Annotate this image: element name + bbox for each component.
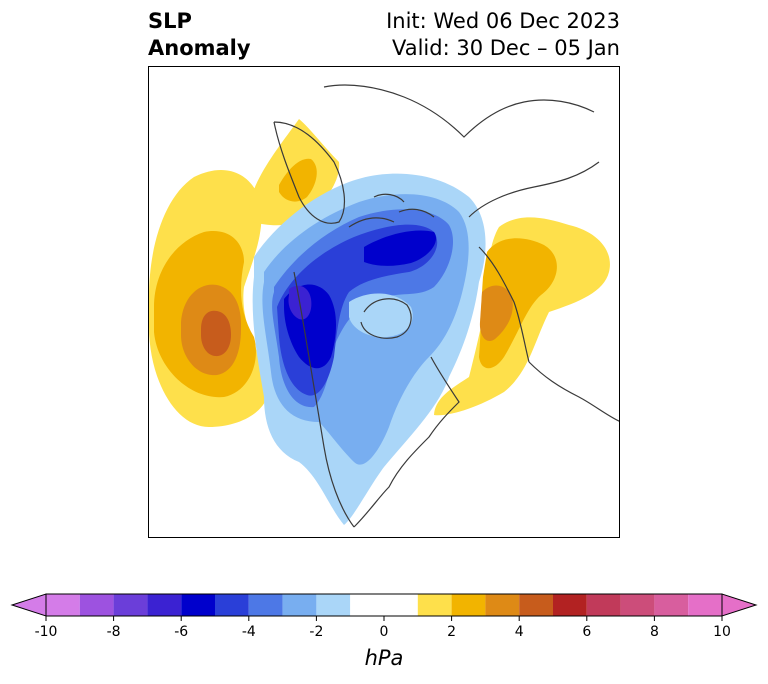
colorbar-swatch [417,594,452,616]
colorbar-swatch [79,594,114,616]
colorbar-swatch [553,594,587,616]
date-info: Init: Wed 06 Dec 2023 Valid: 30 Dec – 05… [386,8,620,62]
colorbar-swatch [350,594,418,616]
colorbar-swatch [519,594,553,616]
colorbar-swatch [181,594,215,616]
arctic-low-core [364,230,437,266]
colorbar-tick-label: 4 [515,624,524,640]
colorbar-swatch [688,594,722,616]
arctic-islands [348,193,435,228]
colorbar-swatch [451,594,486,616]
colorbar-swatch [282,594,317,616]
colorbar-tick-label: -8 [107,624,121,640]
init-date: Init: Wed 06 Dec 2023 [386,9,620,33]
colorbar-tick-label: -4 [242,624,256,640]
colorbar-swatch [485,594,520,616]
colorbar-swatch [654,594,689,616]
colorbar-tick-label: 10 [713,624,731,640]
hudson-bay-coast [360,298,412,339]
pacific-high-level-4 [201,310,231,357]
colorbar-swatch [248,594,283,616]
siberia-coast [323,84,595,138]
colorbar-swatch [316,594,351,616]
anomaly-map [149,84,619,528]
colorbar-swatch [215,594,249,616]
greenland-high-core [279,158,317,202]
colorbar-tick-label: 8 [650,624,659,640]
hudson-bay-pocket [349,293,413,338]
north-america-coast [293,271,460,528]
colorbar-boxes [10,593,758,617]
colorbar-tick-label: -2 [309,624,323,640]
map-panel [148,66,620,538]
eurasia-coast [468,161,619,422]
colorbar-under-extension [10,593,47,617]
colorbar-swatch [147,594,182,616]
colorbar-tick-label: 0 [380,624,389,640]
colorbar-tick-label: 6 [582,624,591,640]
colorbar-tick-label: 2 [447,624,456,640]
colorbar-over-extension [721,593,758,617]
coastlines [273,84,619,528]
colorbar-swatch [113,594,148,616]
title-line-2: Anomaly [148,36,251,60]
colorbar-unit: hPa [364,646,404,670]
valid-range: Valid: 30 Dec – 05 Jan [391,36,620,60]
greenland-coast [273,121,345,224]
colorbar-swatch [46,594,80,616]
europe-high-level-3 [479,285,513,342]
colorbar-tick-label: -10 [35,624,58,640]
colorbar-swatch [586,594,621,616]
title-line-1: SLP [148,9,192,33]
colorbar: -10 -8 -6 -4 -2 0 2 4 6 8 10 [10,593,758,640]
map-title: SLP Anomaly [148,8,251,62]
colorbar-swatch [620,594,655,616]
colorbar-ticks: -10 -8 -6 -4 -2 0 2 4 6 8 10 [35,616,731,640]
colorbar-tick-label: -6 [174,624,188,640]
